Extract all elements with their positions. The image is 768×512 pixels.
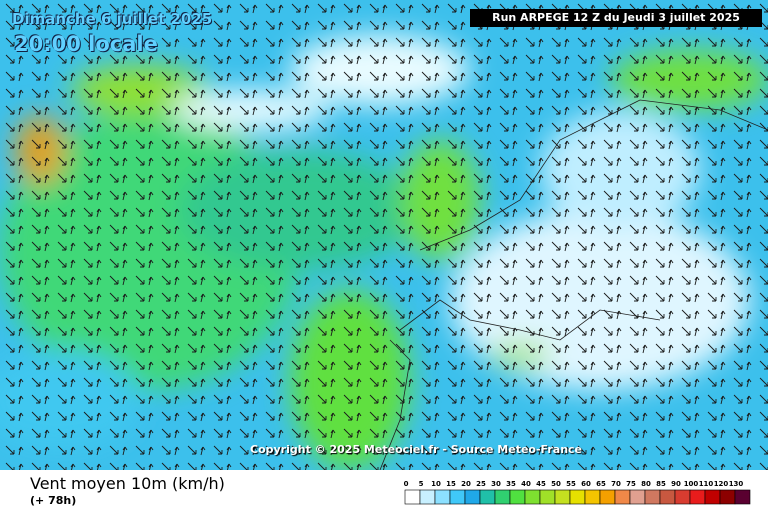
legend-label: 85 — [656, 480, 666, 488]
date: Dimanche 6 juillet 2025 — [12, 10, 213, 28]
legend-label: 40 — [521, 480, 531, 488]
legend-label: 50 — [551, 480, 561, 488]
legend-swatch — [569, 489, 586, 505]
legend-swatch — [449, 489, 466, 505]
legend-swatch — [509, 489, 526, 505]
legend-label: 100 — [684, 480, 699, 488]
legend-label: 25 — [476, 480, 486, 488]
legend-label: 80 — [641, 480, 651, 488]
legend-label: 55 — [566, 480, 576, 488]
legend-swatch — [674, 489, 691, 505]
legend-swatch — [539, 489, 556, 505]
legend: 0 5 10 15 20 25 30 35 40 45 50 55 60 65 70 75 80 85 90 100 1… — [404, 480, 751, 505]
legend-label: 120 — [714, 480, 729, 488]
legend-label: 45 — [536, 480, 546, 488]
legend-swatch — [689, 489, 706, 505]
legend-swatch — [479, 489, 496, 505]
legend-label: 60 — [581, 480, 591, 488]
legend-label: 20 — [461, 480, 471, 488]
legend-label: 30 — [491, 480, 501, 488]
legend-swatch — [614, 489, 631, 505]
legend-swatch — [599, 489, 616, 505]
wind-map — [0, 0, 768, 470]
legend-swatch — [584, 489, 601, 505]
legend-label: 0 — [404, 480, 409, 488]
footer-title: Vent moyen 10m (km/h) — [30, 474, 225, 493]
copyright: Copyright © 2025 Meteociel.fr - Source M… — [250, 443, 583, 456]
legend-swatch — [494, 489, 511, 505]
legend-label: 130 — [729, 480, 744, 488]
legend-label: 10 — [431, 480, 441, 488]
legend-label: 110 — [699, 480, 714, 488]
legend-label: 35 — [506, 480, 516, 488]
legend-label: 90 — [671, 480, 681, 488]
legend-swatch — [434, 489, 451, 505]
legend-swatch — [704, 489, 721, 505]
legend-swatch — [404, 489, 421, 505]
legend-swatch — [629, 489, 646, 505]
legend-swatch — [644, 489, 661, 505]
legend-swatch — [524, 489, 541, 505]
legend-swatch — [734, 489, 751, 505]
legend-swatch — [719, 489, 736, 505]
legend-swatch — [419, 489, 436, 505]
lead-time: (+ 78h) — [30, 494, 77, 507]
legend-label: 70 — [611, 480, 621, 488]
run-info: Run ARPEGE 12 Z du Jeudi 3 juillet 2025 — [470, 9, 762, 27]
legend-label: 75 — [626, 480, 636, 488]
legend-swatch — [659, 489, 676, 505]
time: 20:00 locale — [14, 32, 158, 56]
legend-swatch — [554, 489, 571, 505]
legend-label: 15 — [446, 480, 456, 488]
legend-swatch — [464, 489, 481, 505]
legend-label: 5 — [419, 480, 424, 488]
legend-label: 65 — [596, 480, 606, 488]
